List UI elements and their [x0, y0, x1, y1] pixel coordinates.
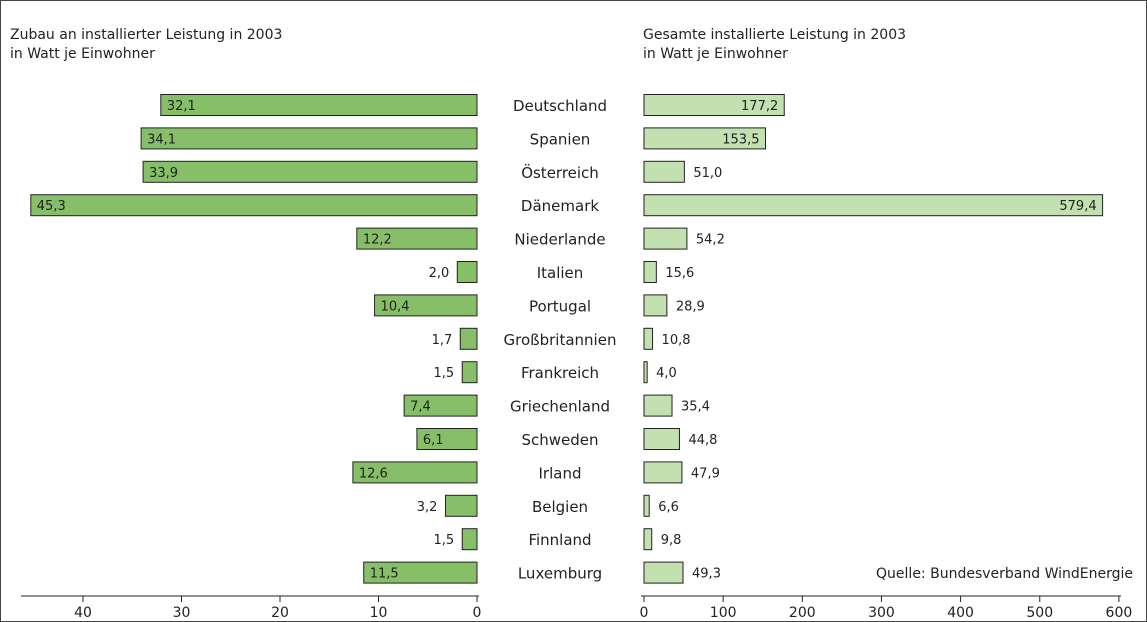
right-bar-label-14: 49,3	[692, 567, 721, 582]
left-bar-7	[459, 327, 478, 350]
right-bar-10	[643, 428, 680, 450]
category-label-3: Dänemark	[521, 197, 599, 215]
left-bar-label-5: 2,0	[429, 266, 450, 281]
left-bar-label-14: 11,5	[370, 567, 399, 582]
right-bar-label-4: 54,2	[696, 233, 725, 248]
left-bar-label-6: 10,4	[381, 299, 410, 314]
right-bar-14	[643, 561, 684, 584]
right-bar-label-10: 44,8	[688, 433, 717, 448]
category-label-7: Großbritannien	[504, 331, 617, 349]
left-bar-3	[30, 194, 478, 217]
left-tick-label-4: 40	[74, 605, 92, 621]
category-label-13: Finnland	[528, 531, 591, 549]
right-bar-label-5: 15,6	[665, 266, 694, 281]
left-bar-label-1: 34,1	[147, 132, 176, 147]
category-label-5: Italien	[537, 264, 584, 282]
right-chart-title: Gesamte installierte Leistung in 2003 in…	[643, 27, 907, 62]
right-tick-label-4: 400	[947, 605, 974, 621]
left-bar-label-12: 3,2	[417, 500, 438, 515]
category-label-4: Niederlande	[514, 231, 605, 249]
right-bar-label-9: 35,4	[681, 400, 710, 415]
right-bar-7	[643, 327, 654, 350]
left-bar-label-11: 12,6	[359, 466, 388, 481]
right-bar-label-13: 9,8	[661, 533, 682, 548]
right-bar-2	[643, 160, 685, 183]
right-bar-5	[643, 261, 657, 283]
left-tick-label-3: 30	[173, 605, 191, 621]
category-label-10: Schweden	[521, 431, 598, 449]
left-bar-4	[356, 227, 478, 250]
right-tick-label-3: 300	[868, 605, 895, 621]
right-bar-label-2: 51,0	[693, 166, 722, 181]
category-label-2: Österreich	[521, 163, 599, 182]
left-bar-6	[374, 294, 478, 317]
right-tick-label-1: 100	[710, 605, 737, 621]
left-bar-1	[140, 127, 478, 150]
right-tick-label-5: 500	[1026, 605, 1053, 621]
right-bar-6	[643, 294, 668, 317]
category-label-8: Frankreich	[521, 364, 599, 382]
left-bar-5	[456, 261, 478, 283]
left-bar-label-10: 6,1	[423, 433, 444, 448]
right-bar-8	[643, 361, 648, 384]
left-bar-8	[461, 361, 478, 384]
left-bar-0	[160, 94, 478, 116]
left-bar-14	[363, 561, 478, 584]
left-bar-label-0: 32,1	[167, 99, 196, 114]
right-bar-label-3: 579,4	[1059, 199, 1096, 214]
source-note: Quelle: Bundesverband WindEnergie	[876, 566, 1133, 582]
right-bar-11	[643, 461, 683, 484]
right-bar-label-6: 28,9	[676, 299, 705, 314]
left-bar-label-13: 1,5	[434, 533, 455, 548]
right-bar-3	[643, 194, 1104, 217]
right-bar-9	[643, 394, 673, 417]
category-label-0: Deutschland	[513, 97, 607, 115]
right-bar-label-1: 153,5	[722, 132, 759, 147]
right-bar-label-8: 4,0	[656, 366, 677, 381]
left-chart-title: Zubau an installierter Leistung in 2003 …	[10, 27, 283, 62]
right-bar-label-11: 47,9	[691, 466, 720, 481]
left-bar-label-4: 12,2	[363, 233, 392, 248]
right-tick-label-0: 0	[640, 605, 649, 621]
category-label-6: Portugal	[529, 297, 591, 315]
right-tick-label-2: 200	[789, 605, 816, 621]
left-bar-label-9: 7,4	[410, 400, 431, 415]
right-bar-0	[643, 94, 785, 116]
category-label-14: Luxemburg	[518, 565, 602, 583]
right-bar-4	[643, 227, 688, 250]
left-bar-label-8: 1,5	[434, 366, 455, 381]
left-bar-label-3: 45,3	[37, 199, 66, 214]
left-bar-9	[403, 394, 478, 417]
category-label-12: Belgien	[532, 498, 588, 516]
right-bar-1	[643, 127, 766, 150]
left-bar-label-7: 1,7	[432, 333, 453, 348]
right-bar-label-0: 177,2	[741, 99, 778, 114]
left-bar-2	[142, 160, 478, 183]
right-bar-label-12: 6,6	[658, 500, 679, 515]
left-bar-10	[416, 428, 478, 450]
left-bar-12	[444, 494, 478, 517]
category-label-9: Griechenland	[510, 398, 610, 416]
right-bar-label-7: 10,8	[662, 333, 691, 348]
category-label-11: Irland	[539, 464, 582, 482]
right-bar-12	[643, 494, 650, 517]
left-tick-label-0: 0	[473, 605, 482, 621]
category-label-1: Spanien	[530, 130, 591, 148]
left-tick-label-1: 10	[370, 605, 388, 621]
left-bar-11	[352, 461, 478, 484]
left-bar-label-2: 33,9	[149, 166, 178, 181]
left-bar-13	[461, 528, 478, 551]
left-tick-label-2: 20	[271, 605, 289, 621]
right-tick-label-6: 600	[1106, 605, 1133, 621]
right-bar-13	[643, 528, 653, 551]
